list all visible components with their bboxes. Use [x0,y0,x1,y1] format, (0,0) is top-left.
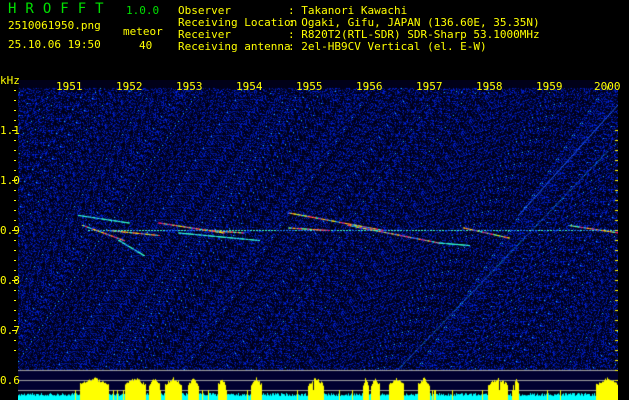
info-value-antenna: : 2el-HB9CV Vertical (el. E-W) [288,40,487,53]
y-tick-mark [14,150,16,151]
info-value-location: : Ogaki, Gifu, JAPAN (136.60E, 35.35N) [288,16,540,29]
y-tick-mark [14,350,16,351]
y-tick-mark [14,220,16,221]
x-tick-label: 1956 [356,80,383,93]
meteor-label: meteor [123,25,163,38]
y-tick-mark [14,120,16,121]
y-tick-mark [14,270,16,271]
y-tick-mark [14,100,16,101]
info-label-receiver: Receiver [178,28,231,41]
y-tick-label: 0.7 [0,324,20,337]
app-title: HROFFT [8,1,113,17]
info-value-receiver: : R820T2(RTL-SDR) SDR-Sharp 53.1000MHz [288,28,540,41]
y-tick-mark [14,260,16,261]
meteor-count: 40 [139,39,153,52]
x-tick-label: 1955 [296,80,323,93]
file-name: 2510061950.png [8,19,101,32]
x-tick-label: 1952 [116,80,143,93]
spectrogram-canvas [18,80,618,400]
datetime: 25.10.06 19:50 [8,38,101,51]
info-label-antenna: Receiving antenna [178,40,291,53]
y-tick-mark [14,200,16,201]
y-tick-mark [14,240,16,241]
y-tick-mark [14,110,16,111]
x-tick-label: 1957 [416,80,443,93]
x-tick-label: 1953 [176,80,203,93]
info-label-observer: Observer [178,4,231,17]
y-tick-mark [14,320,16,321]
y-axis-unit: kHz [0,74,20,87]
x-tick-label: 1958 [476,80,503,93]
info-value-observer: : Takanori Kawachi [288,4,408,17]
y-tick-mark [14,190,16,191]
y-tick-mark [14,310,16,311]
y-tick-label: 1.0 [0,174,20,187]
y-tick-label: 1.1 [0,124,20,137]
y-tick-mark [12,280,17,281]
y-tick-mark [14,170,16,171]
y-tick-mark [12,180,17,181]
y-tick-mark [14,290,16,291]
y-tick-mark [14,210,16,211]
y-tick-mark [12,130,17,131]
x-tick-label: 1951 [56,80,83,93]
x-tick-label: 1954 [236,80,263,93]
y-tick-mark [12,230,17,231]
app-version: 1.0.0 [126,4,160,17]
y-tick-mark [14,300,16,301]
y-tick-label: 0.9 [0,224,20,237]
x-tick-label: 2000 [594,80,621,93]
y-tick-mark [14,250,16,251]
y-tick-mark [14,160,16,161]
y-tick-label: 0.6 [0,374,20,387]
info-label-location: Receiving Location [178,16,298,29]
y-tick-mark [12,330,17,331]
x-tick-label: 1959 [536,80,563,93]
y-tick-mark [14,90,16,91]
y-tick-mark [14,340,16,341]
y-tick-mark [14,140,16,141]
y-tick-label: 0.8 [0,274,20,287]
